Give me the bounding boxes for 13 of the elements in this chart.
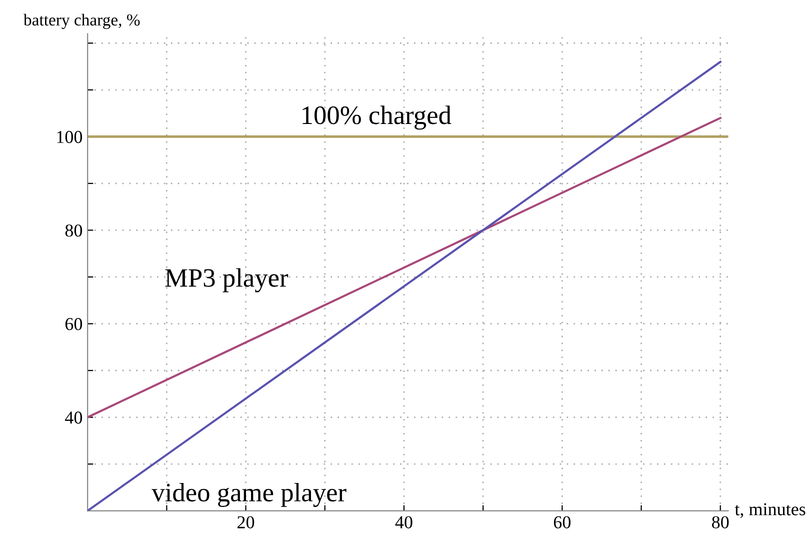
x-tick-label: 60 (554, 516, 571, 528)
x-axis-title: t, minutes (734, 503, 806, 518)
series-label: MP3 player (165, 268, 288, 292)
x-tick-label: 20 (238, 516, 254, 528)
x-tick-label: 40 (395, 516, 412, 528)
y-axis-title: battery charge, % (24, 14, 140, 29)
y-tick-label: 80 (65, 224, 82, 237)
y-tick-label: 60 (65, 318, 82, 330)
y-tick-label: 100 (57, 130, 82, 144)
series-label: video game player (152, 482, 346, 507)
x-tick-label: 80 (712, 516, 729, 528)
ref-line-label: 100% charged (302, 106, 452, 130)
y-tick-label: 40 (65, 412, 82, 424)
